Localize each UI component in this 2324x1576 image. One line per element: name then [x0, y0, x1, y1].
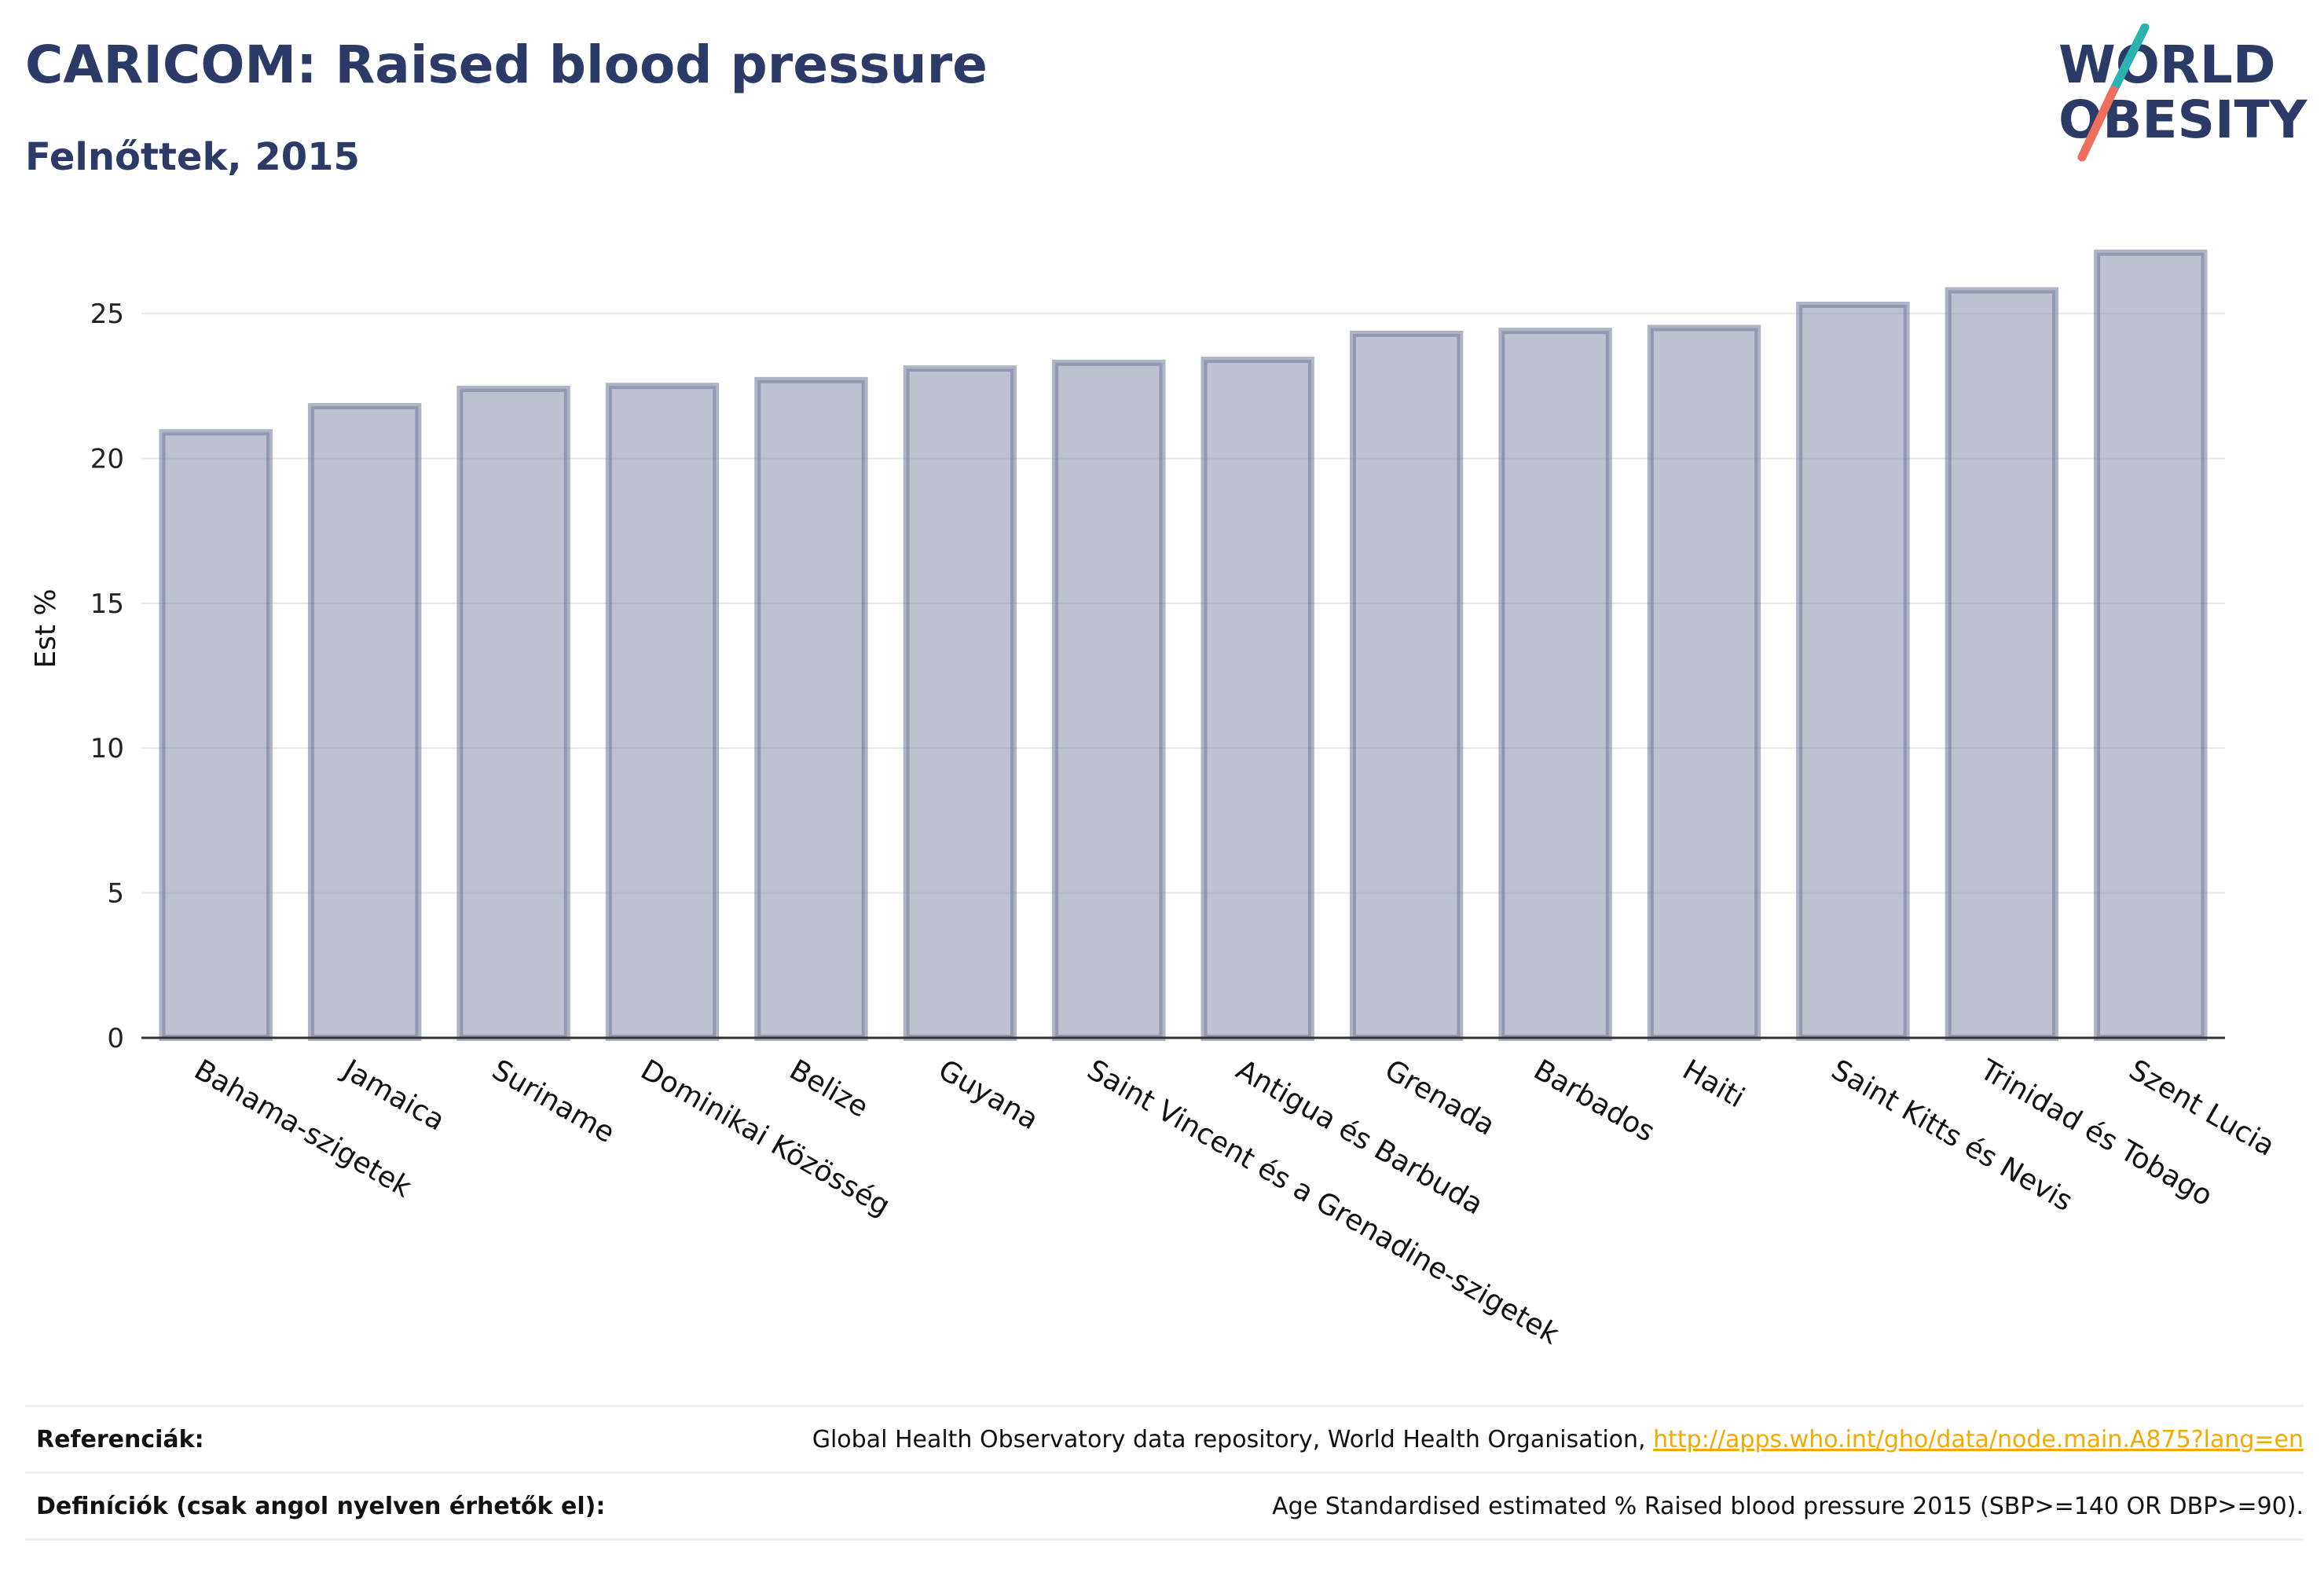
references-link[interactable]: http://apps.who.int/gho/data/node.main.A…	[1653, 1425, 2304, 1453]
y-tick-label: 5	[107, 878, 124, 910]
bar	[903, 365, 1017, 1041]
bar	[1796, 302, 1910, 1041]
bar	[307, 403, 422, 1041]
footer: Referenciák: Global Health Observatory d…	[25, 1405, 2304, 1541]
logo-slash-top	[2109, 24, 2150, 95]
logo-slash-bottom	[2077, 86, 2118, 162]
bar	[1498, 328, 1612, 1042]
bar	[605, 383, 720, 1041]
bar	[2094, 249, 2208, 1042]
gridlines	[141, 313, 2225, 894]
definitions-row: Definíciók (csak angol nyelven érhetők e…	[25, 1472, 2304, 1541]
bar	[1200, 357, 1314, 1041]
bar	[1349, 330, 1464, 1041]
y-tick-label: 25	[90, 299, 124, 330]
x-category-label: Jamaica	[336, 1053, 450, 1137]
x-category-label: Haiti	[1677, 1054, 1750, 1114]
x-category-label: Dominikai Közösség	[636, 1054, 896, 1222]
x-category-label: Belize	[784, 1054, 874, 1123]
bar	[1945, 287, 2059, 1041]
chart-title: CARICOM: Raised blood pressure	[25, 35, 988, 95]
bar	[754, 376, 868, 1042]
bar	[1647, 324, 1761, 1041]
bars	[159, 249, 2208, 1042]
references-row: Referenciák: Global Health Observatory d…	[25, 1405, 2304, 1472]
bar	[1052, 359, 1166, 1041]
x-category-label: Grenada	[1380, 1054, 1501, 1142]
y-axis-label: Est %	[30, 588, 62, 668]
definitions-label: Definíciók (csak angol nyelven érhetők e…	[36, 1492, 606, 1520]
y-tick-label: 20	[90, 443, 124, 475]
x-category-label: Barbados	[1528, 1054, 1660, 1149]
x-category-label: Saint Kitts és Nevis	[1826, 1054, 2078, 1218]
chart-subtitle: Felnőttek, 2015	[25, 135, 360, 179]
world-obesity-logo: WORLD OBESITY	[2058, 24, 2308, 162]
bar	[159, 429, 273, 1041]
references-text: Global Health Observatory data repositor…	[812, 1425, 1646, 1453]
references-label: Referenciák:	[36, 1425, 204, 1453]
y-tick-label: 15	[90, 588, 124, 620]
x-category-label: Suriname	[486, 1054, 620, 1149]
bar	[456, 385, 570, 1041]
x-category-label: Guyana	[933, 1054, 1043, 1136]
y-axis-ticks: 0 5 10 15 20 25	[90, 299, 124, 1054]
logo-text-world: WORLD	[2058, 35, 2276, 95]
references-value: Global Health Observatory data repositor…	[812, 1426, 2304, 1453]
x-category-label: Antigua és Barbuda	[1230, 1054, 1488, 1221]
y-tick-label: 10	[90, 733, 124, 764]
definitions-text: Age Standardised estimated % Raised bloo…	[1272, 1492, 2304, 1520]
y-tick-label: 0	[107, 1023, 124, 1054]
